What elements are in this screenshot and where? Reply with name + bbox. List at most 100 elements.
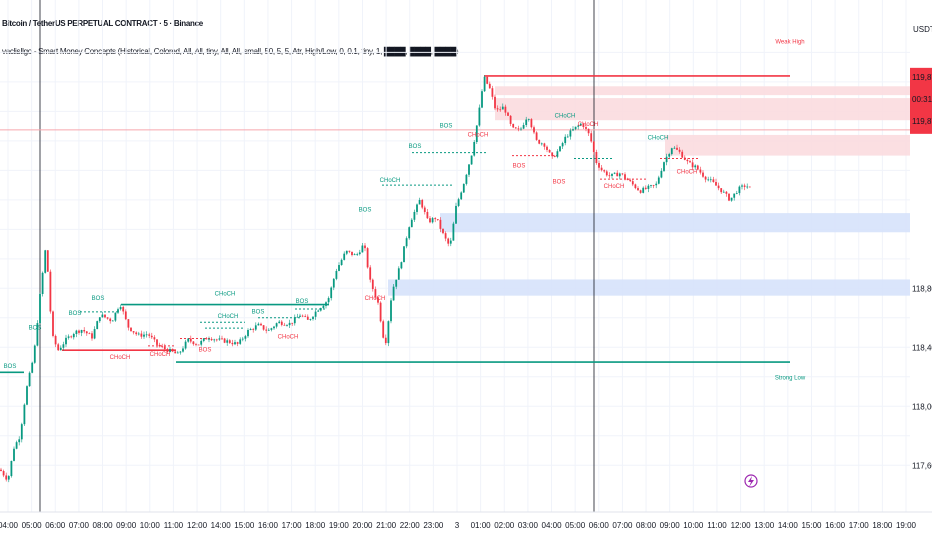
candle-body — [150, 335, 153, 338]
lightning-icon[interactable] — [744, 474, 758, 488]
candle-body — [364, 245, 366, 249]
structure-label: CHoCH — [218, 314, 239, 320]
candle-body — [629, 180, 632, 182]
structure-label: BOS — [513, 163, 526, 169]
candle-body — [540, 143, 543, 145]
candle-body — [618, 173, 621, 177]
candle-body — [161, 346, 164, 348]
candle-body — [449, 240, 452, 244]
candle-body — [546, 146, 548, 150]
time-tick: 01:00 — [471, 521, 492, 530]
candle-body — [452, 223, 455, 241]
candle-body — [117, 309, 119, 313]
candle-body — [626, 178, 629, 181]
candle-body — [707, 179, 710, 181]
candle-body — [236, 342, 239, 344]
candle-body — [83, 330, 86, 332]
candle-body — [743, 185, 746, 187]
structure-label: Strong Low — [775, 376, 806, 382]
candle-body — [592, 141, 595, 153]
candle-body — [442, 228, 444, 234]
time-tick: 02:00 — [494, 521, 515, 530]
candle-body — [379, 302, 382, 322]
candle-body — [405, 238, 408, 247]
candle-body — [699, 169, 702, 173]
time-tick: 06:00 — [45, 521, 66, 530]
structure-label: CHoCH — [468, 132, 489, 138]
structure-label: CHoCH — [215, 292, 236, 298]
candle-body — [140, 333, 143, 337]
candle-body — [426, 211, 429, 219]
candle-body — [728, 193, 730, 201]
candle-body — [114, 312, 117, 321]
time-tick: 20:00 — [352, 521, 373, 530]
candle-body — [746, 186, 749, 188]
candle-body — [327, 298, 330, 303]
candle-body — [670, 148, 673, 155]
candle-body — [148, 334, 151, 336]
candle-body — [408, 227, 411, 239]
candle-body — [239, 339, 242, 344]
candle-body — [314, 311, 317, 317]
candle-body — [252, 329, 255, 330]
candle-body — [176, 352, 179, 354]
candle-body — [254, 325, 257, 330]
structure-label: BOS — [92, 296, 105, 302]
candle-body — [712, 179, 715, 183]
candle-body — [195, 344, 197, 345]
candle-body — [348, 250, 351, 252]
candle-body — [366, 248, 369, 268]
candle-body — [395, 279, 398, 287]
structure-label: BOS — [199, 348, 212, 354]
candle-body — [244, 336, 247, 339]
candle-body — [621, 173, 624, 175]
candle-body — [273, 326, 275, 329]
time-tick: 22:00 — [400, 521, 421, 530]
price-axis[interactable]: USDT120,000.0118,800.0118,400.0118,000.0… — [910, 0, 932, 512]
time-tick: 17:00 — [849, 521, 870, 530]
candle-body — [158, 344, 161, 347]
structure-label: CHoCH — [365, 296, 386, 302]
candle-body — [436, 219, 439, 220]
candle-body — [39, 293, 41, 324]
time-tick: 18:00 — [305, 521, 326, 530]
candle-body — [249, 329, 252, 330]
candle-body — [608, 175, 611, 177]
candle-body — [291, 322, 294, 324]
time-axis[interactable]: 04:00 05:00 06:00 07:00 08:00 09:00 10:00 11:00… — [0, 511, 932, 530]
candle-body — [538, 139, 541, 144]
candle-body — [296, 316, 299, 318]
candle-body — [265, 329, 268, 331]
candle-body — [499, 109, 502, 111]
indicator-label[interactable]: vaclisIlgo - Smart Money Concepts (Histo… — [2, 47, 459, 56]
candle-body — [262, 325, 265, 330]
structure-label: CHoCH — [578, 122, 599, 128]
supply-zone — [495, 98, 910, 121]
candle-body — [447, 238, 450, 244]
time-tick: 16:00 — [258, 521, 279, 530]
candle-body — [496, 108, 499, 110]
candle-body — [122, 306, 125, 312]
candle-body — [392, 286, 395, 301]
order-block-zones — [388, 86, 910, 296]
candle-body — [681, 151, 684, 158]
candle-body — [23, 404, 26, 425]
candle-body — [371, 279, 374, 290]
candle-body — [309, 319, 312, 320]
structure-levels — [0, 75, 790, 374]
time-tick: 12:00 — [731, 521, 752, 530]
candle-body — [551, 152, 554, 157]
time-tick: 18:00 — [872, 521, 893, 530]
candle-body — [475, 125, 478, 143]
candle-body — [143, 334, 145, 337]
candle-body — [556, 151, 559, 157]
candle-body — [299, 315, 301, 317]
candle-body — [215, 339, 218, 341]
candle-body — [639, 190, 642, 193]
candle-body — [683, 157, 686, 160]
candle-body — [704, 176, 707, 180]
candle-body — [210, 338, 213, 341]
candle-body — [655, 183, 658, 186]
structure-label: BOS — [29, 326, 42, 332]
